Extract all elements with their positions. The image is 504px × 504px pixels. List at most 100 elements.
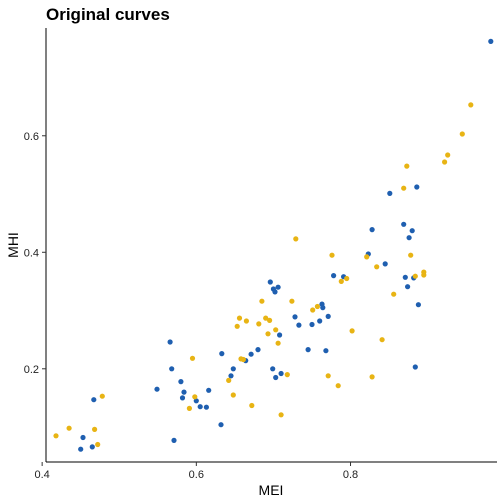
x-axis-title: MEI — [259, 482, 284, 498]
point-s1-32 — [338, 278, 344, 284]
y-axis-ticks: 0.2 0.4 0.6 — [24, 131, 46, 376]
x-tick-label: 0.6 — [189, 469, 204, 481]
x-tick-label: 0.8 — [343, 469, 358, 481]
point-s1-23 — [278, 412, 284, 418]
point-s0-3 — [91, 397, 97, 403]
point-s0-15 — [218, 422, 224, 428]
point-s1-34 — [349, 328, 355, 334]
point-s1-13 — [240, 356, 246, 363]
point-s1-22 — [275, 340, 281, 346]
point-s1-30 — [329, 252, 335, 258]
point-s1-2 — [92, 426, 98, 432]
point-s0-49 — [409, 228, 415, 234]
point-s1-38 — [379, 337, 385, 343]
point-s1-7 — [192, 394, 198, 400]
point-s1-31 — [335, 383, 341, 389]
point-s0-2 — [89, 444, 95, 450]
point-s0-1 — [80, 434, 86, 441]
point-s0-34 — [317, 318, 323, 324]
point-s0-10 — [181, 389, 187, 395]
point-s0-18 — [230, 366, 236, 372]
point-s0-38 — [325, 313, 331, 319]
points-layer — [53, 38, 494, 452]
point-s1-8 — [226, 377, 232, 383]
point-s0-14 — [206, 387, 212, 393]
point-s1-27 — [310, 307, 316, 313]
point-s1-16 — [256, 321, 262, 327]
point-s1-6 — [189, 355, 196, 361]
y-tick-label: 0.2 — [24, 364, 39, 376]
point-s1-43 — [412, 273, 418, 279]
point-s1-4 — [99, 393, 105, 399]
x-tick-label: 0.4 — [34, 469, 49, 481]
point-s1-5 — [186, 405, 192, 411]
point-s0-20 — [248, 351, 254, 357]
point-s1-48 — [459, 131, 465, 137]
point-s0-16 — [219, 351, 225, 357]
y-tick-label: 0.6 — [24, 131, 39, 143]
point-s1-36 — [369, 374, 375, 380]
point-s0-44 — [387, 190, 393, 196]
point-s0-0 — [78, 446, 84, 452]
point-s1-42 — [408, 252, 414, 258]
point-s0-47 — [405, 284, 411, 290]
point-s1-41 — [404, 163, 410, 169]
point-s0-26 — [270, 366, 276, 372]
point-s0-22 — [267, 279, 273, 285]
point-s0-36 — [320, 305, 326, 311]
point-s1-21 — [273, 327, 279, 333]
point-s0-11 — [193, 398, 199, 404]
point-s0-39 — [331, 273, 337, 279]
point-s1-19 — [265, 331, 271, 337]
point-s1-24 — [284, 372, 290, 378]
point-s0-25 — [275, 284, 281, 290]
point-s0-13 — [203, 404, 209, 410]
point-s1-9 — [230, 392, 236, 398]
point-s0-30 — [292, 314, 298, 320]
point-s1-17 — [259, 298, 265, 304]
point-s1-45 — [421, 272, 427, 278]
point-s1-40 — [401, 185, 407, 191]
point-s1-20 — [267, 317, 273, 323]
point-s0-28 — [278, 370, 284, 377]
point-s1-10 — [234, 323, 240, 329]
point-s1-25 — [289, 298, 295, 304]
point-s0-45 — [401, 221, 407, 227]
point-s0-6 — [169, 366, 175, 372]
point-s1-35 — [364, 254, 370, 260]
point-s1-28 — [314, 303, 320, 310]
point-s0-27 — [273, 374, 279, 381]
point-s0-42 — [369, 227, 375, 233]
point-s0-12 — [197, 404, 203, 410]
point-s1-0 — [53, 433, 59, 439]
point-s1-47 — [445, 152, 451, 158]
point-s0-29 — [277, 332, 283, 338]
point-s0-17 — [228, 373, 234, 379]
y-tick-label: 0.4 — [24, 247, 39, 259]
point-s0-21 — [255, 347, 261, 353]
point-s0-33 — [309, 321, 315, 328]
point-s0-37 — [323, 348, 329, 354]
x-axis-ticks: 0.4 0.6 0.8 — [34, 462, 358, 481]
point-s1-18 — [263, 315, 269, 321]
point-s1-1 — [66, 425, 72, 431]
point-s0-53 — [414, 184, 420, 190]
point-s0-32 — [305, 347, 311, 353]
point-s0-7 — [171, 437, 177, 443]
point-s1-33 — [344, 275, 350, 282]
point-s0-48 — [406, 235, 412, 241]
point-s1-3 — [95, 441, 101, 448]
point-s1-15 — [249, 402, 255, 409]
point-s0-46 — [402, 274, 408, 280]
point-s0-4 — [154, 386, 160, 392]
chart-title: Original curves — [46, 5, 170, 24]
point-s1-29 — [325, 373, 331, 379]
point-s0-8 — [178, 379, 184, 385]
point-s0-5 — [167, 339, 173, 345]
point-s1-39 — [391, 291, 397, 297]
point-s0-43 — [382, 261, 388, 267]
point-s0-9 — [179, 395, 186, 401]
point-s1-49 — [468, 102, 474, 108]
point-s0-24 — [272, 289, 278, 295]
